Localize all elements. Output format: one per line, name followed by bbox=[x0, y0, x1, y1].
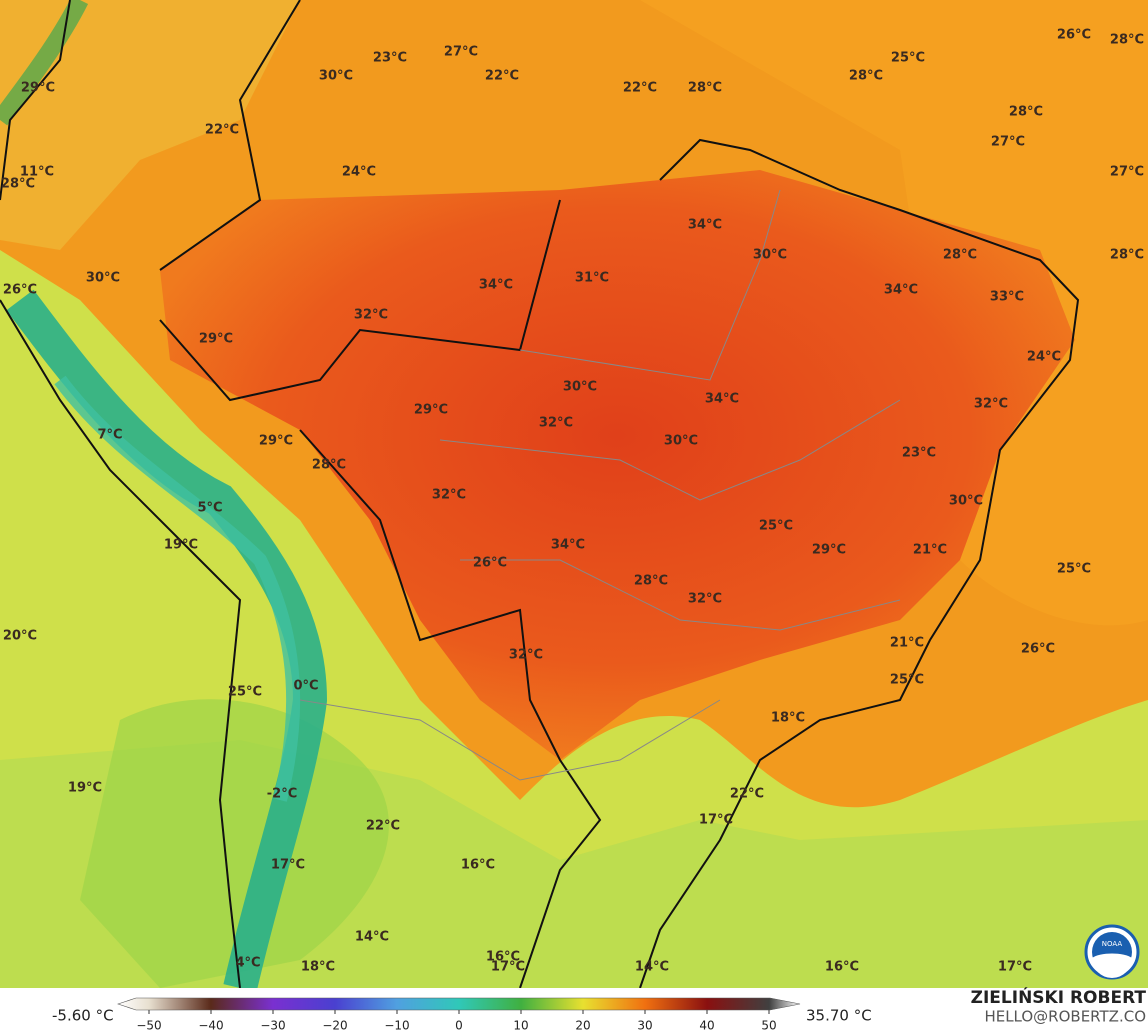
temperature-label: 32°C bbox=[509, 648, 543, 663]
temperature-label: 34°C bbox=[688, 218, 722, 233]
temperature-label: 30°C bbox=[753, 248, 787, 263]
temperature-label: 27°C bbox=[991, 135, 1025, 150]
temperature-label: 23°C bbox=[373, 51, 407, 66]
temperature-label: 32°C bbox=[688, 592, 722, 607]
map-background bbox=[0, 0, 1148, 992]
temperature-label: 14°C bbox=[635, 960, 669, 975]
temperature-label: 20°C bbox=[3, 629, 37, 644]
temperature-label: 32°C bbox=[539, 416, 573, 431]
temperature-label: 22°C bbox=[623, 81, 657, 96]
temperature-label: 29°C bbox=[414, 403, 448, 418]
colorbar-tick-label: 40 bbox=[699, 1019, 714, 1033]
temperature-label: 14°C bbox=[355, 930, 389, 945]
temperature-label: 30°C bbox=[949, 494, 983, 509]
temperature-label: 16°C bbox=[461, 858, 495, 873]
temperature-label: 29°C bbox=[259, 434, 293, 449]
temperature-label: 34°C bbox=[705, 392, 739, 407]
temperature-label: 29°C bbox=[199, 332, 233, 347]
temperature-label: 16°C bbox=[825, 960, 859, 975]
temperature-label: 28°C bbox=[1009, 105, 1043, 120]
temperature-label: 4°C bbox=[235, 956, 260, 971]
temperature-label: 30°C bbox=[319, 69, 353, 84]
colorbar-min: -5.60 °C bbox=[52, 1007, 114, 1025]
credit-name: ZIELIŃSKI ROBERT bbox=[971, 986, 1147, 1008]
temperature-label: 28°C bbox=[943, 248, 977, 263]
temperature-label: 17°C bbox=[699, 813, 733, 828]
colorbar-max: 35.70 °C bbox=[806, 1007, 872, 1025]
temperature-label: 28°C bbox=[849, 69, 883, 84]
temperature-label: 33°C bbox=[990, 290, 1024, 305]
logo-text: NOAA bbox=[1102, 940, 1123, 948]
temperature-label: 26°C bbox=[1057, 28, 1091, 43]
temperature-label: 27°C bbox=[444, 45, 478, 60]
noaa-logo: NOAA bbox=[1084, 924, 1140, 980]
temperature-label: 30°C bbox=[664, 434, 698, 449]
temperature-label: 7°C bbox=[97, 428, 122, 443]
temperature-label: 17°C bbox=[271, 858, 305, 873]
temperature-label: 24°C bbox=[342, 165, 376, 180]
temperature-label: 28°C bbox=[312, 458, 346, 473]
temperature-label: 25°C bbox=[1057, 562, 1091, 577]
temperature-label: 29°C bbox=[812, 543, 846, 558]
temperature-label: 17°C bbox=[491, 960, 525, 975]
colorbar-tick-label: 50 bbox=[761, 1019, 776, 1033]
temperature-label: 22°C bbox=[205, 123, 239, 138]
temperature-label: 17°C bbox=[998, 960, 1032, 975]
temperature-label: 31°C bbox=[575, 271, 609, 286]
temperature-label: 26°C bbox=[473, 556, 507, 571]
temperature-label: 5°C bbox=[197, 501, 222, 516]
temperature-label: 25°C bbox=[890, 673, 924, 688]
temperature-label: 25°C bbox=[228, 685, 262, 700]
temperature-label: 21°C bbox=[890, 636, 924, 651]
temperature-label: 23°C bbox=[902, 446, 936, 461]
temperature-label: 34°C bbox=[479, 278, 513, 293]
temperature-label: 34°C bbox=[884, 283, 918, 298]
temperature-label: 18°C bbox=[771, 711, 805, 726]
temperature-label: 28°C bbox=[1, 177, 35, 192]
temperature-label: 26°C bbox=[1021, 642, 1055, 657]
temperature-label: 27°C bbox=[1110, 165, 1144, 180]
colorbar-tick-label: 20 bbox=[575, 1019, 590, 1033]
temperature-label: 28°C bbox=[688, 81, 722, 96]
temperature-label: 19°C bbox=[164, 538, 198, 553]
temperature-label: 26°C bbox=[3, 283, 37, 298]
temperature-label: 25°C bbox=[759, 519, 793, 534]
temperature-label: 32°C bbox=[354, 308, 388, 323]
temperature-label: 28°C bbox=[1110, 248, 1144, 263]
colorbar bbox=[0, 988, 1148, 1035]
colorbar-tick-label: −40 bbox=[198, 1019, 223, 1033]
credit-contact: HELLO@ROBERTZ.CO bbox=[984, 1008, 1146, 1026]
temperature-label: 32°C bbox=[432, 488, 466, 503]
temperature-label: 16°C bbox=[486, 950, 520, 965]
temperature-label: 24°C bbox=[1027, 350, 1061, 365]
temperature-label: 30°C bbox=[563, 380, 597, 395]
temperature-label: 29°C bbox=[21, 81, 55, 96]
colorbar-tick-label: −20 bbox=[322, 1019, 347, 1033]
colorbar-tick-label: −30 bbox=[260, 1019, 285, 1033]
temperature-label: 22°C bbox=[366, 819, 400, 834]
colorbar-tick-label: −50 bbox=[136, 1019, 161, 1033]
temperature-label: 34°C bbox=[551, 538, 585, 553]
colorbar-tick-label: 0 bbox=[455, 1019, 463, 1033]
colorbar-tick-label: 10 bbox=[513, 1019, 528, 1033]
temperature-label: 28°C bbox=[634, 574, 668, 589]
temperature-label: 18°C bbox=[301, 960, 335, 975]
temperature-label: -2°C bbox=[267, 787, 297, 802]
temperature-label: 11°C bbox=[20, 165, 54, 180]
temperature-label: 25°C bbox=[891, 51, 925, 66]
colorbar-tick-label: −10 bbox=[384, 1019, 409, 1033]
temperature-label: 21°C bbox=[913, 543, 947, 558]
temperature-label: 30°C bbox=[86, 271, 120, 286]
temperature-label: 0°C bbox=[293, 679, 318, 694]
colorbar-tick-label: 30 bbox=[637, 1019, 652, 1033]
temperature-label: 28°C bbox=[1110, 33, 1144, 48]
temperature-label: 19°C bbox=[68, 781, 102, 796]
temperature-label: 22°C bbox=[485, 69, 519, 84]
temperature-label: 22°C bbox=[730, 787, 764, 802]
temperature-label: 32°C bbox=[974, 397, 1008, 412]
